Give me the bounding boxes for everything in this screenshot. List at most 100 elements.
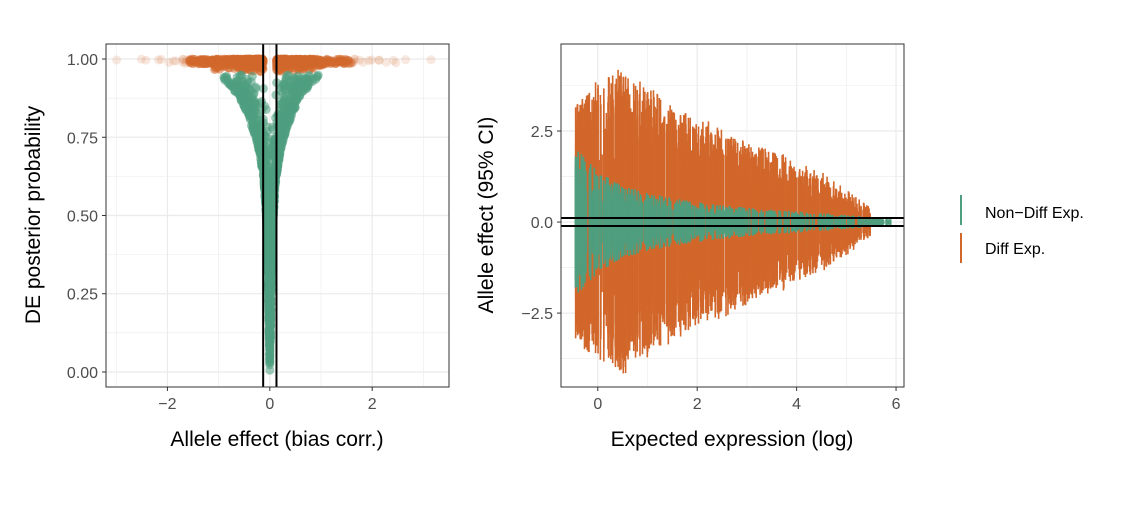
point-non-diff-exp <box>266 276 276 286</box>
x-tick-label: 2 <box>368 396 377 413</box>
point-non-diff-exp <box>260 183 270 193</box>
point-non-diff-exp <box>265 328 275 338</box>
point-diff-exp <box>426 55 436 65</box>
point-diff-exp <box>364 56 374 66</box>
point-diff-exp <box>367 55 377 65</box>
x-tick-label: 2 <box>693 396 702 413</box>
point-non-diff-exp <box>291 87 301 97</box>
point-diff-exp <box>388 55 398 65</box>
legend-label-diff: Diff Exp. <box>985 241 1045 258</box>
legend: Non−Diff Exp. Diff Exp. <box>960 195 1084 263</box>
y-tick-label: 0.25 <box>67 287 98 304</box>
x-tick-label: 0 <box>593 396 602 413</box>
point-non-diff-exp <box>249 107 259 117</box>
x-axis-title: Expected expression (log) <box>611 428 854 451</box>
y-axis-title: DE posterior probability <box>22 105 45 324</box>
point-diff-exp <box>240 54 250 64</box>
point-diff-exp <box>255 55 265 65</box>
point-non-diff-exp <box>220 75 230 85</box>
panel-posterior-vs-effect: −2 0 2 0.00 0.25 0.50 0.75 1.00 Allele effect (… <box>22 43 450 451</box>
y-tick-label: 0.00 <box>67 365 98 382</box>
x-tick-label: −2 <box>158 396 176 413</box>
y-axis-title: Allele effect (95% CI) <box>475 117 498 314</box>
point-diff-exp <box>199 54 209 64</box>
point-diff-exp <box>401 55 411 65</box>
point-non-diff-exp <box>276 143 286 153</box>
point-non-diff-exp <box>281 125 291 135</box>
point-diff-exp <box>391 58 401 68</box>
point-non-diff-exp <box>281 74 291 84</box>
point-non-diff-exp <box>275 86 285 96</box>
axis-ticks: 0 2 4 6 −2.5 0.0 2.5 <box>521 124 900 413</box>
y-tick-label: 0.50 <box>67 209 98 226</box>
point-non-diff-exp <box>265 337 275 347</box>
point-non-diff-exp <box>264 312 274 322</box>
point-non-diff-exp <box>240 103 250 113</box>
point-non-diff-exp <box>249 100 259 110</box>
point-non-diff-exp <box>265 352 275 362</box>
scatter-points <box>112 54 436 375</box>
reference-lines <box>561 217 904 228</box>
point-diff-exp <box>374 55 384 65</box>
point-non-diff-exp <box>259 101 269 111</box>
point-non-diff-exp <box>284 81 294 91</box>
point-non-diff-exp <box>268 164 278 174</box>
point-diff-exp <box>177 57 187 67</box>
point-diff-exp <box>206 56 216 66</box>
point-diff-exp <box>171 56 181 66</box>
point-diff-exp <box>305 56 315 66</box>
panel-ci-vs-expression: 0 2 4 6 −2.5 0.0 2.5 Expected expression (log)… <box>475 43 905 451</box>
point-non-diff-exp <box>311 74 321 84</box>
point-non-diff-exp <box>262 219 272 229</box>
y-tick-label: 0.75 <box>67 130 98 147</box>
point-non-diff-exp <box>240 94 250 104</box>
point-non-diff-exp <box>275 131 285 141</box>
legend-label-non-diff: Non−Diff Exp. <box>985 205 1084 222</box>
point-non-diff-exp <box>251 84 261 94</box>
point-non-diff-exp <box>283 115 293 125</box>
point-diff-exp <box>381 57 391 67</box>
point-non-diff-exp <box>263 243 273 253</box>
y-tick-label: 2.5 <box>531 124 553 141</box>
point-diff-exp <box>136 54 146 64</box>
point-non-diff-exp <box>285 104 295 114</box>
plot-border <box>560 43 905 388</box>
point-diff-exp <box>112 55 122 65</box>
point-non-diff-exp <box>266 284 276 294</box>
point-non-diff-exp <box>250 120 260 130</box>
point-diff-exp <box>358 57 368 67</box>
point-diff-exp <box>315 56 325 66</box>
point-diff-exp <box>297 56 307 66</box>
x-axis-title: Allele effect (bias corr.) <box>170 428 383 451</box>
axis-ticks: −2 0 2 0.00 0.25 0.50 0.75 1.00 <box>67 52 377 413</box>
point-diff-exp <box>218 58 228 68</box>
point-non-diff-exp <box>263 231 273 241</box>
point-non-diff-exp <box>266 299 276 309</box>
point-non-diff-exp <box>273 111 283 121</box>
point-diff-exp <box>374 55 384 65</box>
point-diff-exp <box>179 54 189 64</box>
point-non-diff-exp <box>301 75 311 85</box>
point-diff-exp <box>154 55 164 65</box>
point-non-diff-exp <box>262 173 272 183</box>
point-diff-exp <box>141 55 151 65</box>
point-diff-exp <box>164 57 174 67</box>
point-non-diff-exp <box>230 86 240 96</box>
point-diff-exp <box>333 56 343 66</box>
point-diff-exp <box>156 54 166 64</box>
point-diff-exp <box>168 56 178 66</box>
point-non-diff-exp <box>273 151 283 161</box>
point-non-diff-exp <box>265 365 275 375</box>
point-non-diff-exp <box>261 212 271 222</box>
point-diff-exp <box>233 54 243 64</box>
y-tick-label: 0.0 <box>531 215 553 232</box>
y-tick-label: 1.00 <box>67 52 98 69</box>
point-non-diff-exp <box>291 96 301 106</box>
point-non-diff-exp <box>260 159 270 169</box>
y-tick-label: −2.5 <box>521 306 553 323</box>
x-tick-label: 0 <box>265 396 274 413</box>
point-diff-exp <box>178 54 188 64</box>
point-diff-exp <box>355 55 365 65</box>
x-tick-label: 4 <box>792 396 801 413</box>
